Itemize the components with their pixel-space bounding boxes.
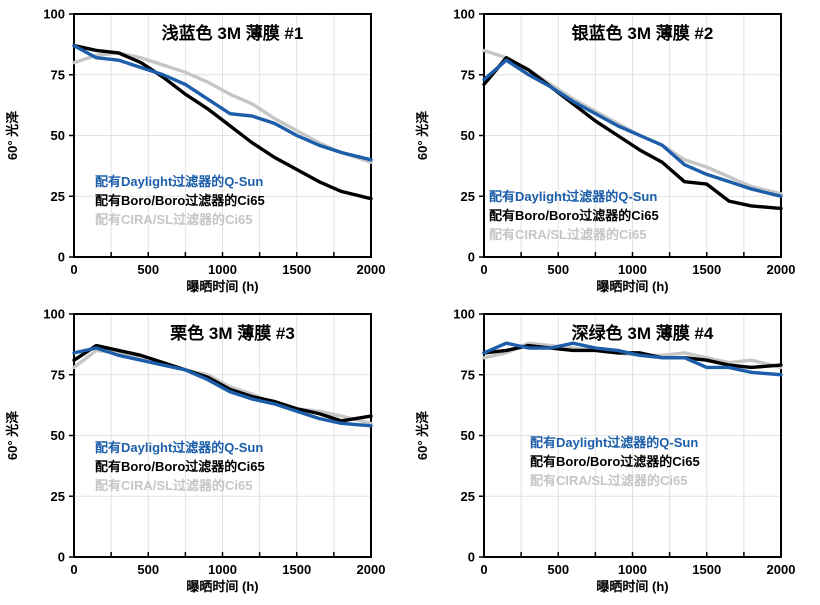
x-tick-label-0: 0 bbox=[70, 262, 77, 277]
chart-light-blue-3m-film-1: 0 25 50 75 100 0 500 1000 1500 2000 浅蓝色 3M 薄膜 #1 曝晒… bbox=[0, 0, 410, 300]
series-daylight-qsun-line bbox=[72, 43, 373, 162]
chart-maroon-3m-film-3: 0 25 50 75 100 0 500 1000 1500 2000 栗色 3M 薄膜 #3 曝晒时… bbox=[0, 300, 410, 605]
legend-cira-sl-ci65: 配有CIRA/SL过滤器的Ci65 bbox=[489, 227, 646, 242]
chart-title: 浅蓝色 3M 薄膜 #1 bbox=[162, 23, 304, 43]
x-tick-label-2000: 2000 bbox=[767, 262, 796, 277]
legend-boro-boro-ci65: 配有Boro/Boro过滤器的Ci65 bbox=[530, 454, 700, 469]
chart-title: 栗色 3M 薄膜 #3 bbox=[170, 323, 295, 343]
legend-daylight-qsun: 配有Daylight过滤器的Q-Sun bbox=[489, 189, 657, 204]
x-tick-label-500: 500 bbox=[547, 562, 569, 577]
x-tick-label-0: 0 bbox=[480, 562, 487, 577]
series-daylight-qsun-line bbox=[482, 58, 783, 198]
y-tick-label-75: 75 bbox=[51, 67, 65, 82]
x-tick-label-0: 0 bbox=[480, 262, 487, 277]
y-axis-label: 60° 光泽 bbox=[5, 110, 20, 160]
legend-boro-boro-ci65: 配有Boro/Boro过滤器的Ci65 bbox=[95, 459, 265, 474]
x-tick-label-500: 500 bbox=[547, 262, 569, 277]
x-tick-label-2000: 2000 bbox=[357, 562, 386, 577]
y-tick-label-0: 0 bbox=[468, 250, 475, 265]
y-tick-label-75: 75 bbox=[461, 367, 475, 382]
x-tick-label-500: 500 bbox=[137, 262, 159, 277]
legend-cira-sl-ci65: 配有CIRA/SL过滤器的Ci65 bbox=[95, 212, 252, 227]
series-daylight-qsun-line bbox=[72, 346, 373, 428]
series-cira-sl-ci65-line bbox=[72, 348, 373, 426]
y-tick-label-25: 25 bbox=[51, 489, 65, 504]
series-boro-boro-ci65-line bbox=[482, 56, 783, 211]
chart-title: 银蓝色 3M 薄膜 #2 bbox=[572, 23, 714, 43]
x-tick-label-1000: 1000 bbox=[618, 262, 647, 277]
x-tick-label-1000: 1000 bbox=[618, 562, 647, 577]
y-tick-label-0: 0 bbox=[58, 550, 65, 565]
x-tick-label-500: 500 bbox=[137, 562, 159, 577]
legend-daylight-qsun: 配有Daylight过滤器的Q-Sun bbox=[530, 435, 698, 450]
y-axis-label: 60° 光泽 bbox=[415, 110, 430, 160]
legend-cira-sl-ci65: 配有CIRA/SL过滤器的Ci65 bbox=[530, 473, 687, 488]
chart-dark-green-3m-film-4: 0 25 50 75 100 0 500 1000 1500 2000 深绿色 3M 薄膜 #4 曝晒… bbox=[410, 300, 820, 605]
x-tick-label-1500: 1500 bbox=[282, 262, 311, 277]
y-tick-label-0: 0 bbox=[58, 250, 65, 265]
x-axis-label: 曝晒时间 (h) bbox=[596, 579, 668, 594]
x-tick-label-1500: 1500 bbox=[282, 562, 311, 577]
chart-silver-blue-3m-film-2: 0 25 50 75 100 0 500 1000 1500 2000 银蓝色 3M 薄膜 #2 曝晒… bbox=[410, 0, 820, 300]
x-axis-label: 曝晒时间 (h) bbox=[596, 279, 668, 294]
x-tick-label-0: 0 bbox=[70, 562, 77, 577]
legend-cira-sl-ci65: 配有CIRA/SL过滤器的Ci65 bbox=[95, 478, 252, 493]
y-tick-label-50: 50 bbox=[461, 428, 475, 443]
y-tick-label-0: 0 bbox=[468, 550, 475, 565]
x-tick-label-1000: 1000 bbox=[208, 262, 237, 277]
y-tick-label-50: 50 bbox=[51, 128, 65, 143]
chart-title: 深绿色 3M 薄膜 #4 bbox=[572, 323, 714, 343]
legend-boro-boro-ci65: 配有Boro/Boro过滤器的Ci65 bbox=[489, 208, 659, 223]
series-boro-boro-ci65-line bbox=[72, 343, 373, 423]
x-tick-label-1500: 1500 bbox=[692, 562, 721, 577]
x-tick-label-1500: 1500 bbox=[692, 262, 721, 277]
y-tick-label-25: 25 bbox=[461, 189, 475, 204]
series-boro-boro-ci65-line bbox=[72, 43, 373, 201]
y-tick-label-50: 50 bbox=[51, 428, 65, 443]
x-tick-label-2000: 2000 bbox=[767, 562, 796, 577]
legend-daylight-qsun: 配有Daylight过滤器的Q-Sun bbox=[95, 440, 263, 455]
y-tick-label-75: 75 bbox=[461, 67, 475, 82]
y-tick-label-100: 100 bbox=[453, 7, 475, 22]
y-tick-label-25: 25 bbox=[51, 189, 65, 204]
series-daylight-qsun-line bbox=[482, 341, 783, 377]
y-tick-label-25: 25 bbox=[461, 489, 475, 504]
x-axis-label: 曝晒时间 (h) bbox=[186, 279, 258, 294]
x-tick-label-1000: 1000 bbox=[208, 562, 237, 577]
legend-daylight-qsun: 配有Daylight过滤器的Q-Sun bbox=[95, 174, 263, 189]
y-axis-label: 60° 光泽 bbox=[415, 410, 430, 460]
x-axis-label: 曝晒时间 (h) bbox=[186, 579, 258, 594]
y-tick-label-100: 100 bbox=[453, 307, 475, 322]
y-tick-label-75: 75 bbox=[51, 367, 65, 382]
y-tick-label-100: 100 bbox=[43, 7, 65, 22]
y-tick-label-100: 100 bbox=[43, 307, 65, 322]
legend-boro-boro-ci65: 配有Boro/Boro过滤器的Ci65 bbox=[95, 193, 265, 208]
y-tick-label-50: 50 bbox=[461, 128, 475, 143]
x-tick-label-2000: 2000 bbox=[357, 262, 386, 277]
y-axis-label: 60° 光泽 bbox=[5, 410, 20, 460]
